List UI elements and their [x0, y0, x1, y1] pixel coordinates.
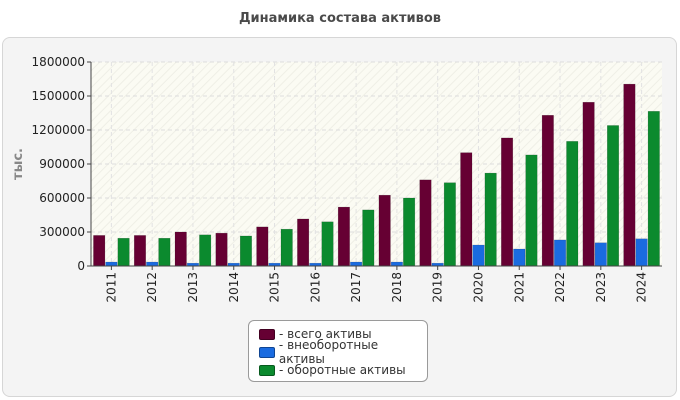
x-tick-label: 2022	[553, 272, 567, 303]
bar-2022-s1	[554, 239, 567, 267]
y-axis-label: тыс.	[11, 148, 26, 180]
bar-2022-s0	[541, 115, 554, 267]
bar-2024-s1	[635, 238, 648, 267]
bar-2024-s2	[647, 111, 660, 267]
y-tick-label: 0	[77, 259, 85, 273]
bar-2017-s1	[350, 261, 363, 267]
bar-2018-s0	[378, 194, 391, 267]
y-tick-label: 900000	[39, 157, 85, 171]
bar-2016-s0	[297, 218, 310, 267]
bar-2017-s0	[337, 206, 350, 267]
bar-2019-s2	[443, 182, 456, 267]
legend-swatch-noncurrent	[259, 346, 275, 358]
x-tick-label: 2019	[431, 272, 445, 303]
y-tick-label: 1800000	[32, 55, 85, 69]
bar-2021-s1	[513, 248, 526, 267]
bar-2021-s2	[525, 154, 538, 267]
bar-2012-s1	[146, 261, 159, 267]
y-tick-label: 300000	[39, 225, 85, 239]
legend-label-total: - всего активы	[279, 327, 372, 341]
x-tick-label: 2013	[186, 272, 200, 303]
x-tick-label: 2017	[349, 272, 363, 303]
bar-2012-s2	[158, 237, 171, 267]
bar-2018-s1	[390, 261, 403, 267]
bar-2018-s2	[403, 197, 416, 267]
legend-label-noncurrent: - внеоборотные активы	[278, 338, 379, 366]
bar-2013-s2	[199, 234, 212, 267]
bar-2023-s1	[594, 242, 607, 267]
bar-2015-s2	[280, 228, 293, 267]
bar-2024-s0	[623, 83, 636, 267]
y-tick-label: 1500000	[32, 89, 85, 103]
x-tick-label: 2011	[104, 272, 118, 303]
bar-2015-s0	[256, 226, 269, 267]
bar-2020-s1	[472, 244, 485, 267]
chart-title: Динамика состава активов	[238, 11, 442, 26]
chart-legend: - всего активы - внеоборотные активы - о…	[248, 320, 428, 382]
bar-2023-s0	[582, 101, 595, 267]
legend-item-current: - оборотные активы	[259, 361, 427, 379]
x-tick-label: 2021	[512, 272, 526, 303]
legend-item-total: - всего активы	[259, 325, 427, 343]
bar-2020-s0	[460, 152, 473, 267]
y-tick-label: 1200000	[32, 123, 85, 137]
x-tick-label: 2024	[635, 272, 649, 303]
legend-label-current: - оборотные активы	[279, 363, 406, 377]
bar-2013-s0	[174, 231, 187, 267]
x-tick-label: 2023	[594, 272, 608, 303]
bar-2014-s2	[239, 235, 252, 267]
bar-2014-s0	[215, 232, 228, 267]
bar-2011-s2	[117, 237, 130, 267]
bar-2019-s0	[419, 179, 432, 267]
bar-2017-s2	[362, 209, 375, 267]
legend-swatch-current	[259, 364, 275, 376]
bar-2022-s2	[566, 141, 579, 267]
x-tick-label: 2015	[268, 272, 282, 303]
bar-2012-s0	[133, 235, 146, 267]
y-tick-label: 600000	[39, 191, 85, 205]
x-tick-label: 2018	[390, 272, 404, 303]
bar-2016-s2	[321, 221, 334, 267]
bar-2011-s0	[93, 235, 106, 267]
legend-item-noncurrent: - внеоборотные активы	[259, 338, 427, 366]
bar-2021-s0	[501, 137, 514, 267]
x-tick-label: 2020	[471, 272, 485, 303]
bar-2020-s2	[484, 172, 497, 267]
bar-2011-s1	[105, 261, 118, 267]
x-tick-label: 2016	[308, 272, 322, 303]
legend-swatch-total	[259, 328, 275, 340]
x-tick-label: 2014	[227, 272, 241, 303]
bar-2023-s2	[607, 125, 620, 267]
x-tick-label: 2012	[145, 272, 159, 303]
